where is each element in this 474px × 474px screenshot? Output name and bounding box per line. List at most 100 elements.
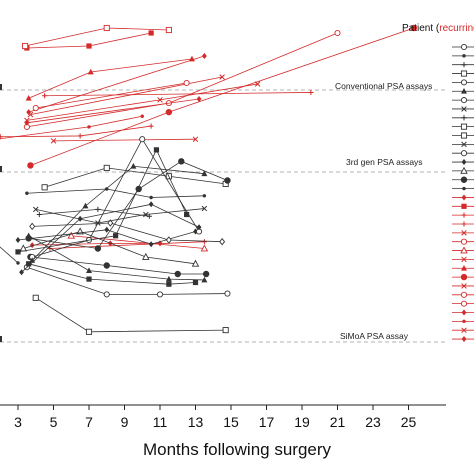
data-point bbox=[0, 134, 3, 140]
data-point bbox=[148, 30, 154, 36]
legend-entry-32 bbox=[452, 327, 474, 333]
legend-entry-13 bbox=[452, 159, 474, 166]
patient-series bbox=[0, 24, 418, 335]
ref-label-simoa: SiMoA PSA assay bbox=[340, 331, 409, 341]
series-line bbox=[32, 222, 223, 243]
legend-marker bbox=[461, 203, 467, 209]
data-point bbox=[32, 294, 39, 301]
legend-marker bbox=[461, 265, 467, 271]
data-point bbox=[25, 95, 32, 101]
legend bbox=[452, 43, 474, 343]
data-point bbox=[224, 290, 231, 297]
legend-marker bbox=[460, 246, 468, 254]
data-point bbox=[77, 133, 83, 139]
legend-entry-30 bbox=[452, 309, 474, 316]
recurring-patient-series-10 bbox=[24, 96, 202, 126]
data-point bbox=[174, 270, 181, 278]
data-point bbox=[219, 237, 226, 246]
data-point bbox=[192, 136, 199, 142]
x-tick-label: 25 bbox=[401, 414, 417, 430]
data-point bbox=[254, 81, 261, 87]
legend-marker bbox=[462, 54, 466, 58]
series-line bbox=[26, 266, 228, 295]
legend-title: Patient (recurring bbox=[402, 23, 474, 34]
legend-entry-15 bbox=[452, 176, 474, 183]
x-axis-label: Months following surgery bbox=[142, 440, 332, 459]
x-tick-label: 3 bbox=[14, 414, 22, 430]
data-point bbox=[201, 205, 208, 212]
nonrecurring-patient-series-26 bbox=[36, 206, 152, 219]
data-point bbox=[103, 262, 110, 269]
data-point bbox=[113, 233, 119, 239]
legend-marker bbox=[462, 319, 466, 324]
legend-marker bbox=[460, 238, 468, 245]
data-point bbox=[27, 162, 34, 169]
data-point bbox=[104, 226, 110, 233]
series-line bbox=[44, 167, 226, 188]
legend-entry-16 bbox=[452, 186, 474, 191]
legend-entry-11 bbox=[452, 141, 474, 148]
data-point bbox=[36, 211, 42, 218]
data-point bbox=[25, 235, 32, 242]
data-point bbox=[139, 136, 146, 143]
data-point bbox=[153, 147, 160, 153]
data-point bbox=[32, 206, 39, 213]
recurring-patient-series-12 bbox=[50, 136, 199, 144]
legend-marker bbox=[460, 150, 468, 157]
legend-entry-23 bbox=[452, 246, 474, 254]
data-point bbox=[24, 119, 30, 126]
legend-marker bbox=[461, 106, 467, 112]
data-point bbox=[222, 327, 229, 334]
data-point bbox=[42, 93, 48, 99]
data-point bbox=[148, 201, 154, 208]
data-point bbox=[410, 24, 418, 32]
data-point bbox=[308, 89, 314, 96]
series-line bbox=[17, 148, 187, 253]
legend-entry-26 bbox=[452, 273, 474, 281]
legend-entry-25 bbox=[452, 265, 474, 271]
legend-marker bbox=[460, 273, 468, 281]
data-point bbox=[19, 269, 24, 276]
ref-label-3rd-gen: 3rd gen PSA assays bbox=[346, 157, 423, 167]
data-point bbox=[15, 249, 21, 255]
data-point bbox=[86, 276, 92, 282]
ref-edge-mark bbox=[0, 166, 2, 172]
legend-entry-12 bbox=[452, 150, 474, 157]
data-point bbox=[41, 184, 48, 191]
data-point bbox=[25, 191, 29, 195]
series-line bbox=[39, 208, 150, 217]
nonrecurring-patient-series-24 bbox=[29, 219, 226, 246]
legend-marker bbox=[461, 336, 467, 343]
legend-marker bbox=[461, 283, 467, 289]
recurring-patient-series-14 bbox=[67, 231, 209, 252]
series-line bbox=[28, 263, 196, 285]
legend-marker bbox=[460, 97, 468, 104]
data-point bbox=[87, 68, 94, 75]
data-point bbox=[86, 267, 92, 273]
data-point bbox=[192, 279, 199, 286]
legend-entry-2 bbox=[452, 62, 474, 68]
data-point bbox=[27, 111, 34, 118]
legend-entry-17 bbox=[452, 194, 474, 201]
legend-marker bbox=[460, 166, 468, 174]
legend-entry-33 bbox=[452, 336, 474, 343]
data-point bbox=[224, 177, 231, 184]
data-point bbox=[103, 24, 110, 32]
series-line bbox=[35, 82, 187, 109]
legend-entry-1 bbox=[452, 54, 474, 58]
data-point bbox=[67, 231, 76, 239]
data-point bbox=[142, 252, 150, 260]
legend-entry-7 bbox=[452, 106, 474, 112]
nonrecurring-patient-series-31 bbox=[29, 163, 208, 263]
legend-marker bbox=[461, 221, 467, 227]
data-point bbox=[16, 261, 20, 265]
data-point bbox=[148, 241, 154, 248]
legend-marker bbox=[460, 123, 468, 130]
x-tick-label: 9 bbox=[121, 414, 129, 430]
recurring-patient-series-11 bbox=[0, 114, 144, 140]
legend-entry-24 bbox=[452, 256, 474, 263]
series-line bbox=[44, 92, 311, 97]
series-line bbox=[28, 55, 205, 113]
legend-title-recurring: recurring bbox=[439, 23, 474, 34]
